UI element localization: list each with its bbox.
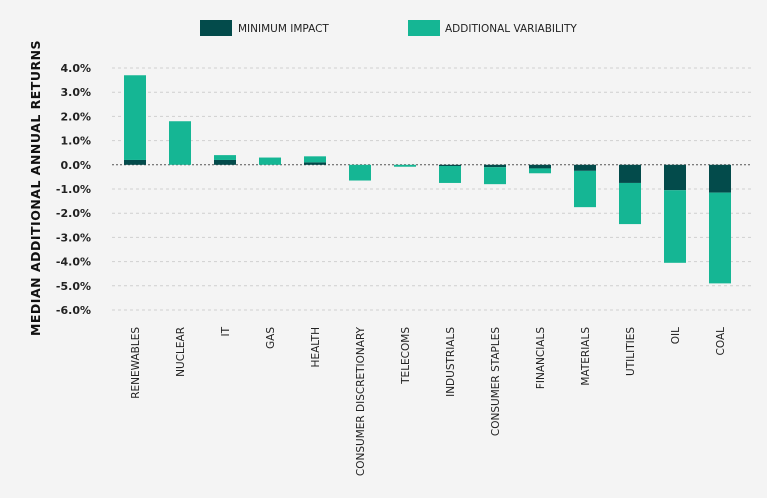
category-label-consumer-staples: CONSUMER STAPLES — [490, 327, 502, 436]
legend-label-minimum-impact: MINIMUM IMPACT — [238, 23, 329, 35]
bar-materials-additional-variability — [574, 170, 596, 208]
bar-consumer-staples-additional-variability — [484, 167, 506, 185]
legend: MINIMUM IMPACT ADDITIONAL VARIABILITY — [200, 20, 577, 36]
y-tick-label: -5.0% — [56, 280, 91, 293]
legend-swatch-additional-variability — [408, 20, 440, 36]
legend-swatch-minimum-impact — [200, 20, 232, 36]
bar-consumer-discretionary-additional-variability — [349, 164, 371, 181]
category-label-industrials: INDUSTRIALS — [445, 327, 457, 397]
y-tick-label: -3.0% — [56, 231, 91, 244]
bar-nuclear-additional-variability — [169, 121, 191, 165]
category-label-coal: COAL — [715, 327, 727, 356]
bar-renewables-minimum-impact — [124, 159, 146, 165]
category-label-nuclear: NUCLEAR — [175, 327, 187, 377]
y-tick-label: -1.0% — [56, 183, 91, 196]
bar-health-minimum-impact — [304, 162, 326, 165]
y-tick-label: -6.0% — [56, 304, 91, 317]
bar-oil-additional-variability — [664, 190, 686, 263]
y-tick-label: -4.0% — [56, 256, 91, 269]
bar-utilities-additional-variability — [619, 182, 641, 225]
category-labels: RENEWABLES NUCLEAR IT GAS HEALTH CONSUMER DIS… — [130, 326, 727, 476]
bar-it-minimum-impact — [214, 159, 236, 165]
legend-label-additional-variability: ADDITIONAL VARIABILITY — [445, 23, 577, 35]
bar-gas-additional-variability — [259, 157, 281, 165]
category-label-telecoms: TELECOMS — [400, 327, 412, 385]
bar-oil-minimum-impact — [664, 164, 686, 191]
y-tick-label: 4.0% — [60, 62, 91, 75]
bar-materials-minimum-impact — [574, 164, 596, 171]
bar-it-additional-variability — [214, 155, 236, 160]
category-label-financials: FINANCIALS — [535, 327, 547, 389]
category-label-renewables: RENEWABLES — [130, 327, 142, 399]
category-label-materials: MATERIALS — [580, 327, 592, 386]
bar-coal-additional-variability — [709, 192, 731, 284]
bar-utilities-minimum-impact — [619, 164, 641, 183]
bar-consumer-staples-minimum-impact — [484, 164, 506, 168]
y-tick-labels: 4.0% 3.0% 2.0% 1.0% 0.0% -1.0% -2.0% -3.0% -4.0%… — [56, 62, 91, 317]
category-label-it: IT — [220, 326, 232, 336]
y-tick-label: 3.0% — [60, 86, 91, 99]
bar-coal-minimum-impact — [709, 164, 731, 193]
bar-telecoms-additional-variability — [394, 164, 416, 167]
bar-renewables-additional-variability — [124, 75, 146, 160]
gridlines — [112, 67, 752, 311]
bar-industrials-additional-variability — [439, 166, 461, 183]
bar-health-additional-variability — [304, 156, 326, 163]
category-label-gas: GAS — [265, 327, 277, 349]
category-label-utilities: UTILITIES — [625, 327, 637, 376]
y-tick-label: 2.0% — [60, 110, 91, 123]
bars — [124, 75, 731, 284]
bar-financials-additional-variability — [529, 168, 551, 174]
y-tick-label: 0.0% — [60, 159, 91, 172]
y-tick-label: -2.0% — [56, 207, 91, 220]
bar-industrials-minimum-impact — [439, 164, 461, 167]
category-label-oil: OIL — [670, 327, 682, 344]
bar-financials-minimum-impact — [529, 164, 551, 169]
y-tick-label: 1.0% — [60, 135, 91, 148]
category-label-consumer-discretionary: CONSUMER DISCRETIONARY — [355, 326, 367, 476]
category-label-health: HEALTH — [310, 327, 322, 367]
y-axis-title: MEDIAN ADDITIONAL ANNUAL RETURNS — [28, 40, 43, 336]
